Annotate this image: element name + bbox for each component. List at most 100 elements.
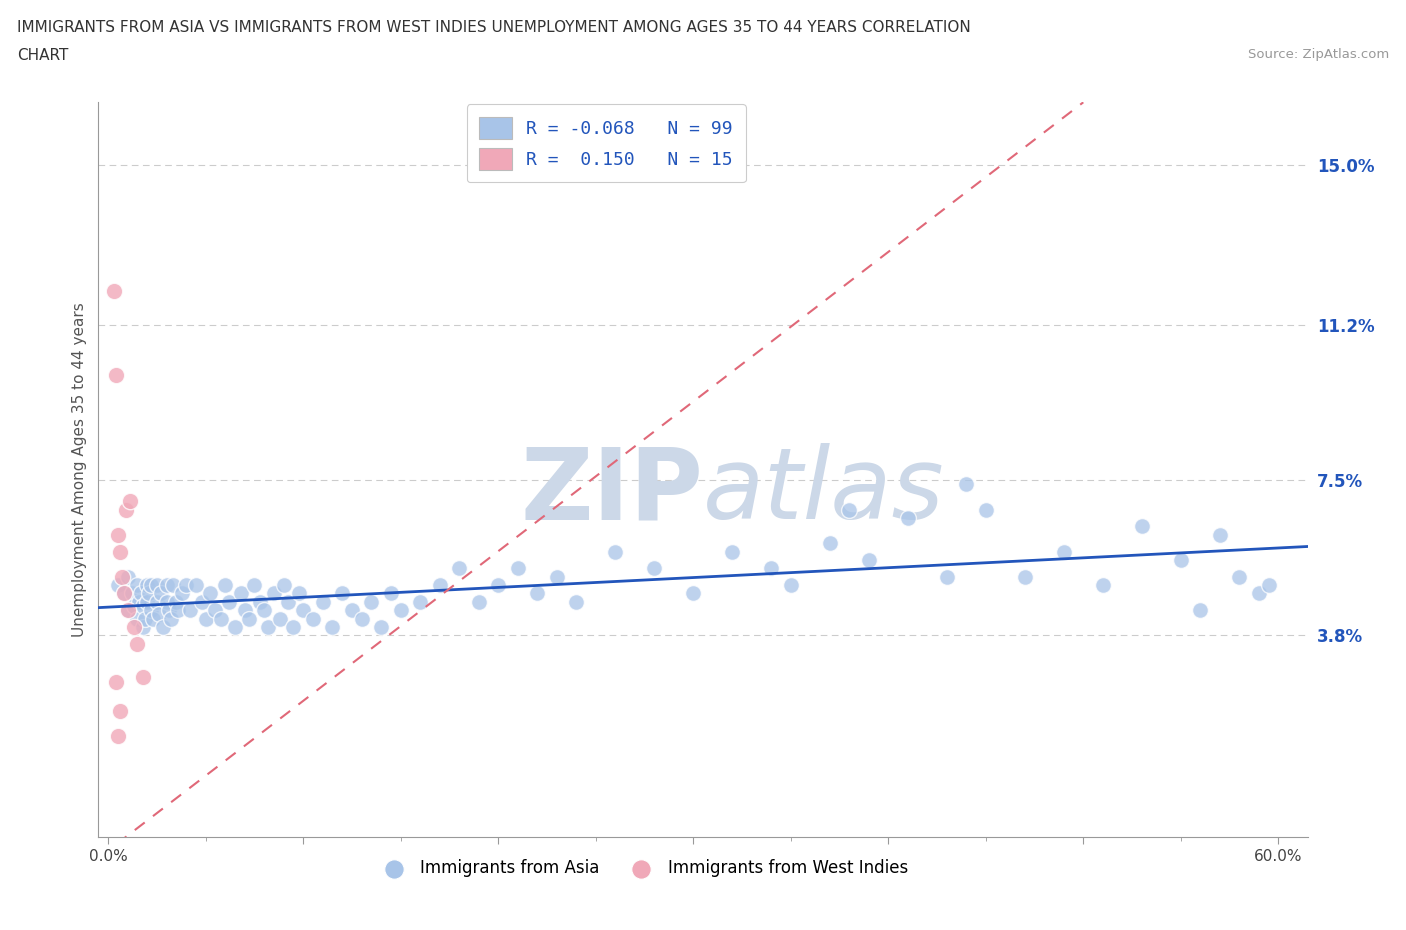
Point [224, 619, 246, 634]
Point [131, 586, 153, 601]
Point [682, 586, 704, 601]
Point [288, 586, 311, 601]
Point [214, 578, 236, 592]
Point [486, 578, 509, 592]
Point [449, 561, 471, 576]
Point [139, 578, 162, 592]
Point [546, 569, 568, 584]
Text: atlas: atlas [703, 444, 945, 540]
Point [1130, 519, 1153, 534]
Point [605, 544, 627, 559]
Point [838, 502, 860, 517]
Point [179, 603, 201, 618]
Point [162, 578, 184, 592]
Point [204, 603, 226, 618]
Point [117, 569, 139, 584]
Point [108, 544, 131, 559]
Point [238, 611, 260, 626]
Point [302, 611, 325, 626]
Point [269, 611, 291, 626]
Point [117, 603, 139, 618]
Point [172, 586, 194, 601]
Point [779, 578, 801, 592]
Point [389, 603, 412, 618]
Point [174, 578, 197, 592]
Point [159, 611, 181, 626]
Point [146, 594, 169, 609]
Point [1091, 578, 1114, 592]
Point [1014, 569, 1036, 584]
Point [127, 578, 149, 592]
Point [104, 674, 127, 689]
Point [897, 511, 920, 525]
Point [292, 603, 315, 618]
Point [350, 611, 373, 626]
Point [233, 603, 256, 618]
Point [209, 611, 232, 626]
Point [1227, 569, 1250, 584]
Point [111, 569, 134, 584]
Point [127, 636, 149, 651]
Point [1053, 544, 1076, 559]
Point [149, 586, 172, 601]
Legend: Immigrants from Asia, Immigrants from West Indies: Immigrants from Asia, Immigrants from We… [370, 853, 915, 884]
Point [112, 586, 135, 601]
Point [132, 670, 155, 684]
Point [156, 594, 179, 609]
Point [142, 611, 165, 626]
Point [122, 619, 145, 634]
Point [277, 594, 299, 609]
Point [117, 603, 139, 618]
Point [273, 578, 295, 592]
Point [146, 578, 169, 592]
Point [191, 594, 214, 609]
Point [643, 561, 665, 576]
Point [253, 603, 276, 618]
Point [1170, 552, 1192, 567]
Point [132, 599, 155, 614]
Point [409, 594, 432, 609]
Point [1209, 527, 1232, 542]
Point [184, 578, 207, 592]
Point [974, 502, 997, 517]
Point [935, 569, 957, 584]
Point [257, 619, 280, 634]
Point [243, 578, 266, 592]
Point [858, 552, 880, 567]
Point [107, 578, 129, 592]
Point [370, 619, 392, 634]
Point [721, 544, 744, 559]
Point [360, 594, 382, 609]
Point [340, 603, 363, 618]
Point [127, 611, 149, 626]
Point [312, 594, 335, 609]
Point [506, 561, 529, 576]
Point [1189, 603, 1212, 618]
Text: ZIP: ZIP [520, 444, 703, 540]
Point [132, 619, 155, 634]
Point [1247, 586, 1270, 601]
Point [128, 594, 150, 609]
Point [380, 586, 402, 601]
Point [136, 594, 159, 609]
Point [107, 527, 129, 542]
Point [321, 619, 343, 634]
Y-axis label: Unemployment Among Ages 35 to 44 years: Unemployment Among Ages 35 to 44 years [72, 302, 87, 637]
Point [157, 603, 180, 618]
Point [104, 367, 127, 382]
Point [167, 603, 190, 618]
Point [229, 586, 252, 601]
Point [198, 586, 221, 601]
Point [138, 586, 160, 601]
Point [429, 578, 451, 592]
Point [108, 704, 131, 719]
Point [1257, 578, 1279, 592]
Text: CHART: CHART [17, 48, 69, 63]
Point [122, 599, 145, 614]
Point [263, 586, 285, 601]
Point [218, 594, 240, 609]
Point [194, 611, 217, 626]
Point [526, 586, 548, 601]
Point [103, 284, 125, 299]
Point [121, 586, 143, 601]
